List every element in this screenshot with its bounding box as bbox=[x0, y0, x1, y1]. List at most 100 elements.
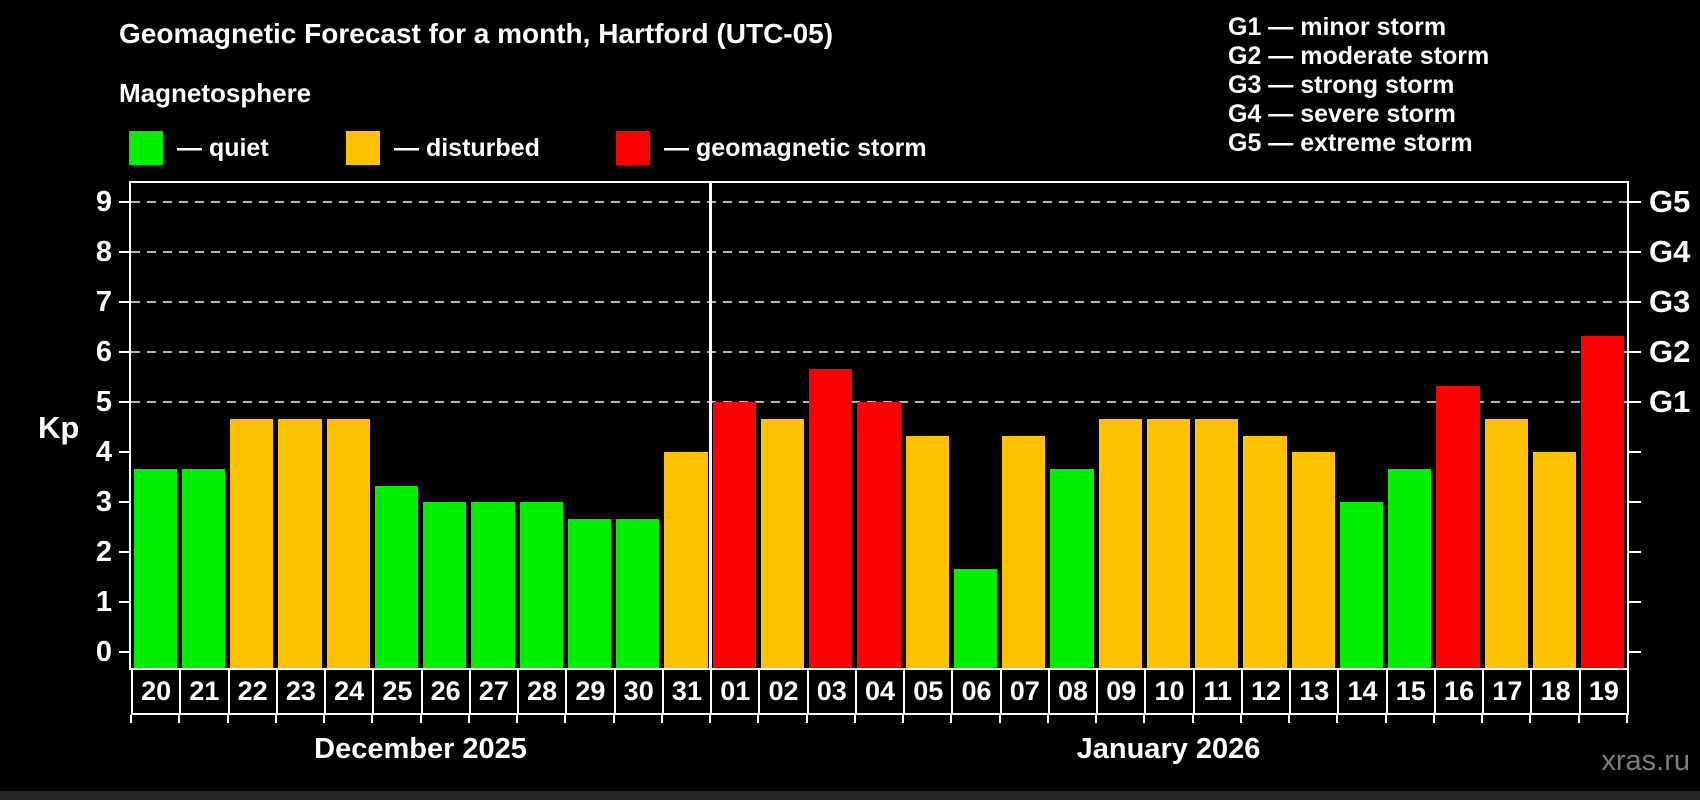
chart-plot-area bbox=[131, 183, 1627, 668]
g-axis-tick bbox=[1629, 651, 1641, 653]
kp-axis-tick bbox=[119, 351, 131, 353]
day-label-cell: 17 bbox=[1482, 668, 1533, 715]
kp-tick-label: 0 bbox=[95, 636, 112, 668]
g-tick-label: G1 bbox=[1649, 384, 1691, 419]
day-label-cell: 18 bbox=[1530, 668, 1581, 715]
day-axis-tick bbox=[1529, 715, 1532, 723]
day-label-cell: 12 bbox=[1240, 668, 1292, 715]
g-axis-tick bbox=[1629, 301, 1641, 303]
disturbed-swatch bbox=[346, 131, 380, 165]
kp-bar bbox=[230, 418, 274, 668]
day-label-cell: 11 bbox=[1192, 668, 1243, 715]
kp-bar bbox=[905, 435, 949, 668]
day-label-cell: 09 bbox=[1096, 668, 1147, 715]
month-label-december: December 2025 bbox=[314, 733, 527, 765]
kp-bar bbox=[133, 468, 177, 668]
legend-item-quiet: — quiet bbox=[129, 131, 269, 165]
kp-bar bbox=[519, 502, 563, 668]
kp-axis-tick bbox=[119, 201, 131, 203]
g-axis-tick bbox=[1629, 501, 1641, 503]
page-title: Geomagnetic Forecast for a month, Hartfo… bbox=[119, 18, 834, 49]
kp-bar bbox=[374, 485, 419, 668]
kp-bar bbox=[616, 518, 660, 668]
day-axis-tick bbox=[1384, 715, 1387, 723]
day-label-cell: 02 bbox=[758, 668, 809, 715]
day-axis-tick bbox=[323, 715, 326, 723]
g-tick-label: G3 bbox=[1649, 284, 1691, 319]
day-axis-tick bbox=[853, 715, 856, 723]
kp-bar bbox=[857, 402, 901, 668]
kp-tick-label: 5 bbox=[95, 386, 112, 418]
day-label-cell: 25 bbox=[372, 668, 423, 715]
kp-bar bbox=[712, 402, 756, 668]
day-axis-tick bbox=[130, 715, 132, 723]
kp-tick-label: 8 bbox=[95, 236, 112, 268]
g-scale-legend: G1 — minor storm G2 — moderate storm G3 … bbox=[1228, 13, 1489, 158]
kp-bar bbox=[181, 468, 225, 668]
day-label-cell: 01 bbox=[710, 668, 761, 715]
day-axis-tick bbox=[805, 715, 808, 723]
g-legend-line-g5: G5 — extreme storm bbox=[1228, 129, 1473, 157]
kp-bar bbox=[278, 418, 322, 668]
day-axis-tick bbox=[419, 715, 422, 723]
gridline bbox=[131, 351, 1627, 353]
day-label-cell: 21 bbox=[179, 668, 230, 715]
day-axis-tick bbox=[516, 715, 519, 723]
disturbed-label: — disturbed bbox=[394, 133, 540, 162]
day-label-cell: 05 bbox=[903, 668, 954, 715]
g-axis-tick bbox=[1629, 451, 1641, 453]
day-axis-tick bbox=[660, 715, 663, 723]
g-axis-tick bbox=[1629, 401, 1641, 403]
kp-tick-label: 1 bbox=[95, 586, 112, 618]
day-axis-tick bbox=[1191, 715, 1194, 723]
day-axis-tick bbox=[1239, 715, 1242, 723]
kp-bar bbox=[326, 418, 370, 668]
day-axis-tick bbox=[371, 715, 374, 723]
kp-tick-label: 3 bbox=[95, 486, 112, 518]
quiet-label: — quiet bbox=[177, 133, 269, 162]
g-axis-tick bbox=[1629, 351, 1641, 353]
kp-tick-label: 2 bbox=[95, 536, 112, 568]
g-axis-tick bbox=[1629, 601, 1641, 603]
storm-label: — geomagnetic storm bbox=[664, 133, 927, 162]
kp-bar bbox=[1388, 468, 1432, 668]
day-axis-tick bbox=[178, 715, 181, 723]
kp-bar bbox=[1050, 468, 1094, 668]
kp-bar bbox=[1436, 385, 1480, 668]
kp-bar bbox=[1339, 502, 1384, 668]
legend-item-disturbed: — disturbed bbox=[346, 131, 540, 165]
day-label-cell: 28 bbox=[517, 668, 568, 715]
day-axis-tick bbox=[274, 715, 277, 723]
day-axis-tick bbox=[1577, 715, 1580, 723]
kp-axis-tick bbox=[119, 651, 131, 653]
day-label-cell: 03 bbox=[806, 668, 857, 715]
day-axis-tick bbox=[1143, 715, 1146, 723]
kp-bar bbox=[953, 568, 998, 668]
g-legend-line-g1: G1 — minor storm bbox=[1228, 13, 1447, 41]
day-axis-tick bbox=[1336, 715, 1339, 723]
g-axis-tick bbox=[1629, 201, 1641, 203]
month-divider-line bbox=[708, 183, 712, 668]
magnetosphere-label: Magnetosphere bbox=[119, 78, 312, 108]
kp-bar bbox=[1002, 435, 1046, 668]
kp-bar bbox=[760, 418, 805, 668]
day-axis-tick bbox=[1432, 715, 1435, 723]
day-axis-tick bbox=[950, 715, 953, 723]
day-label-cell: 24 bbox=[324, 668, 375, 715]
kp-axis-tick bbox=[119, 251, 131, 253]
kp-tick-label: 6 bbox=[95, 336, 112, 368]
day-axis-tick bbox=[1626, 715, 1628, 723]
gridline bbox=[131, 201, 1627, 203]
kp-bar bbox=[423, 502, 467, 668]
day-axis-tick bbox=[757, 715, 760, 723]
g-tick-label: G5 bbox=[1649, 184, 1691, 219]
g-axis-tick bbox=[1629, 551, 1641, 553]
g-legend-line-g4: G4 — severe storm bbox=[1228, 100, 1456, 128]
day-label-cell: 06 bbox=[951, 668, 1002, 715]
day-label-cell: 13 bbox=[1289, 668, 1340, 715]
day-label-cell: 30 bbox=[613, 668, 664, 715]
day-axis-tick bbox=[564, 715, 567, 723]
g-legend-line-g3: G3 — strong storm bbox=[1228, 71, 1455, 99]
kp-axis-tick bbox=[119, 301, 131, 303]
kp-axis-tick bbox=[119, 401, 131, 403]
